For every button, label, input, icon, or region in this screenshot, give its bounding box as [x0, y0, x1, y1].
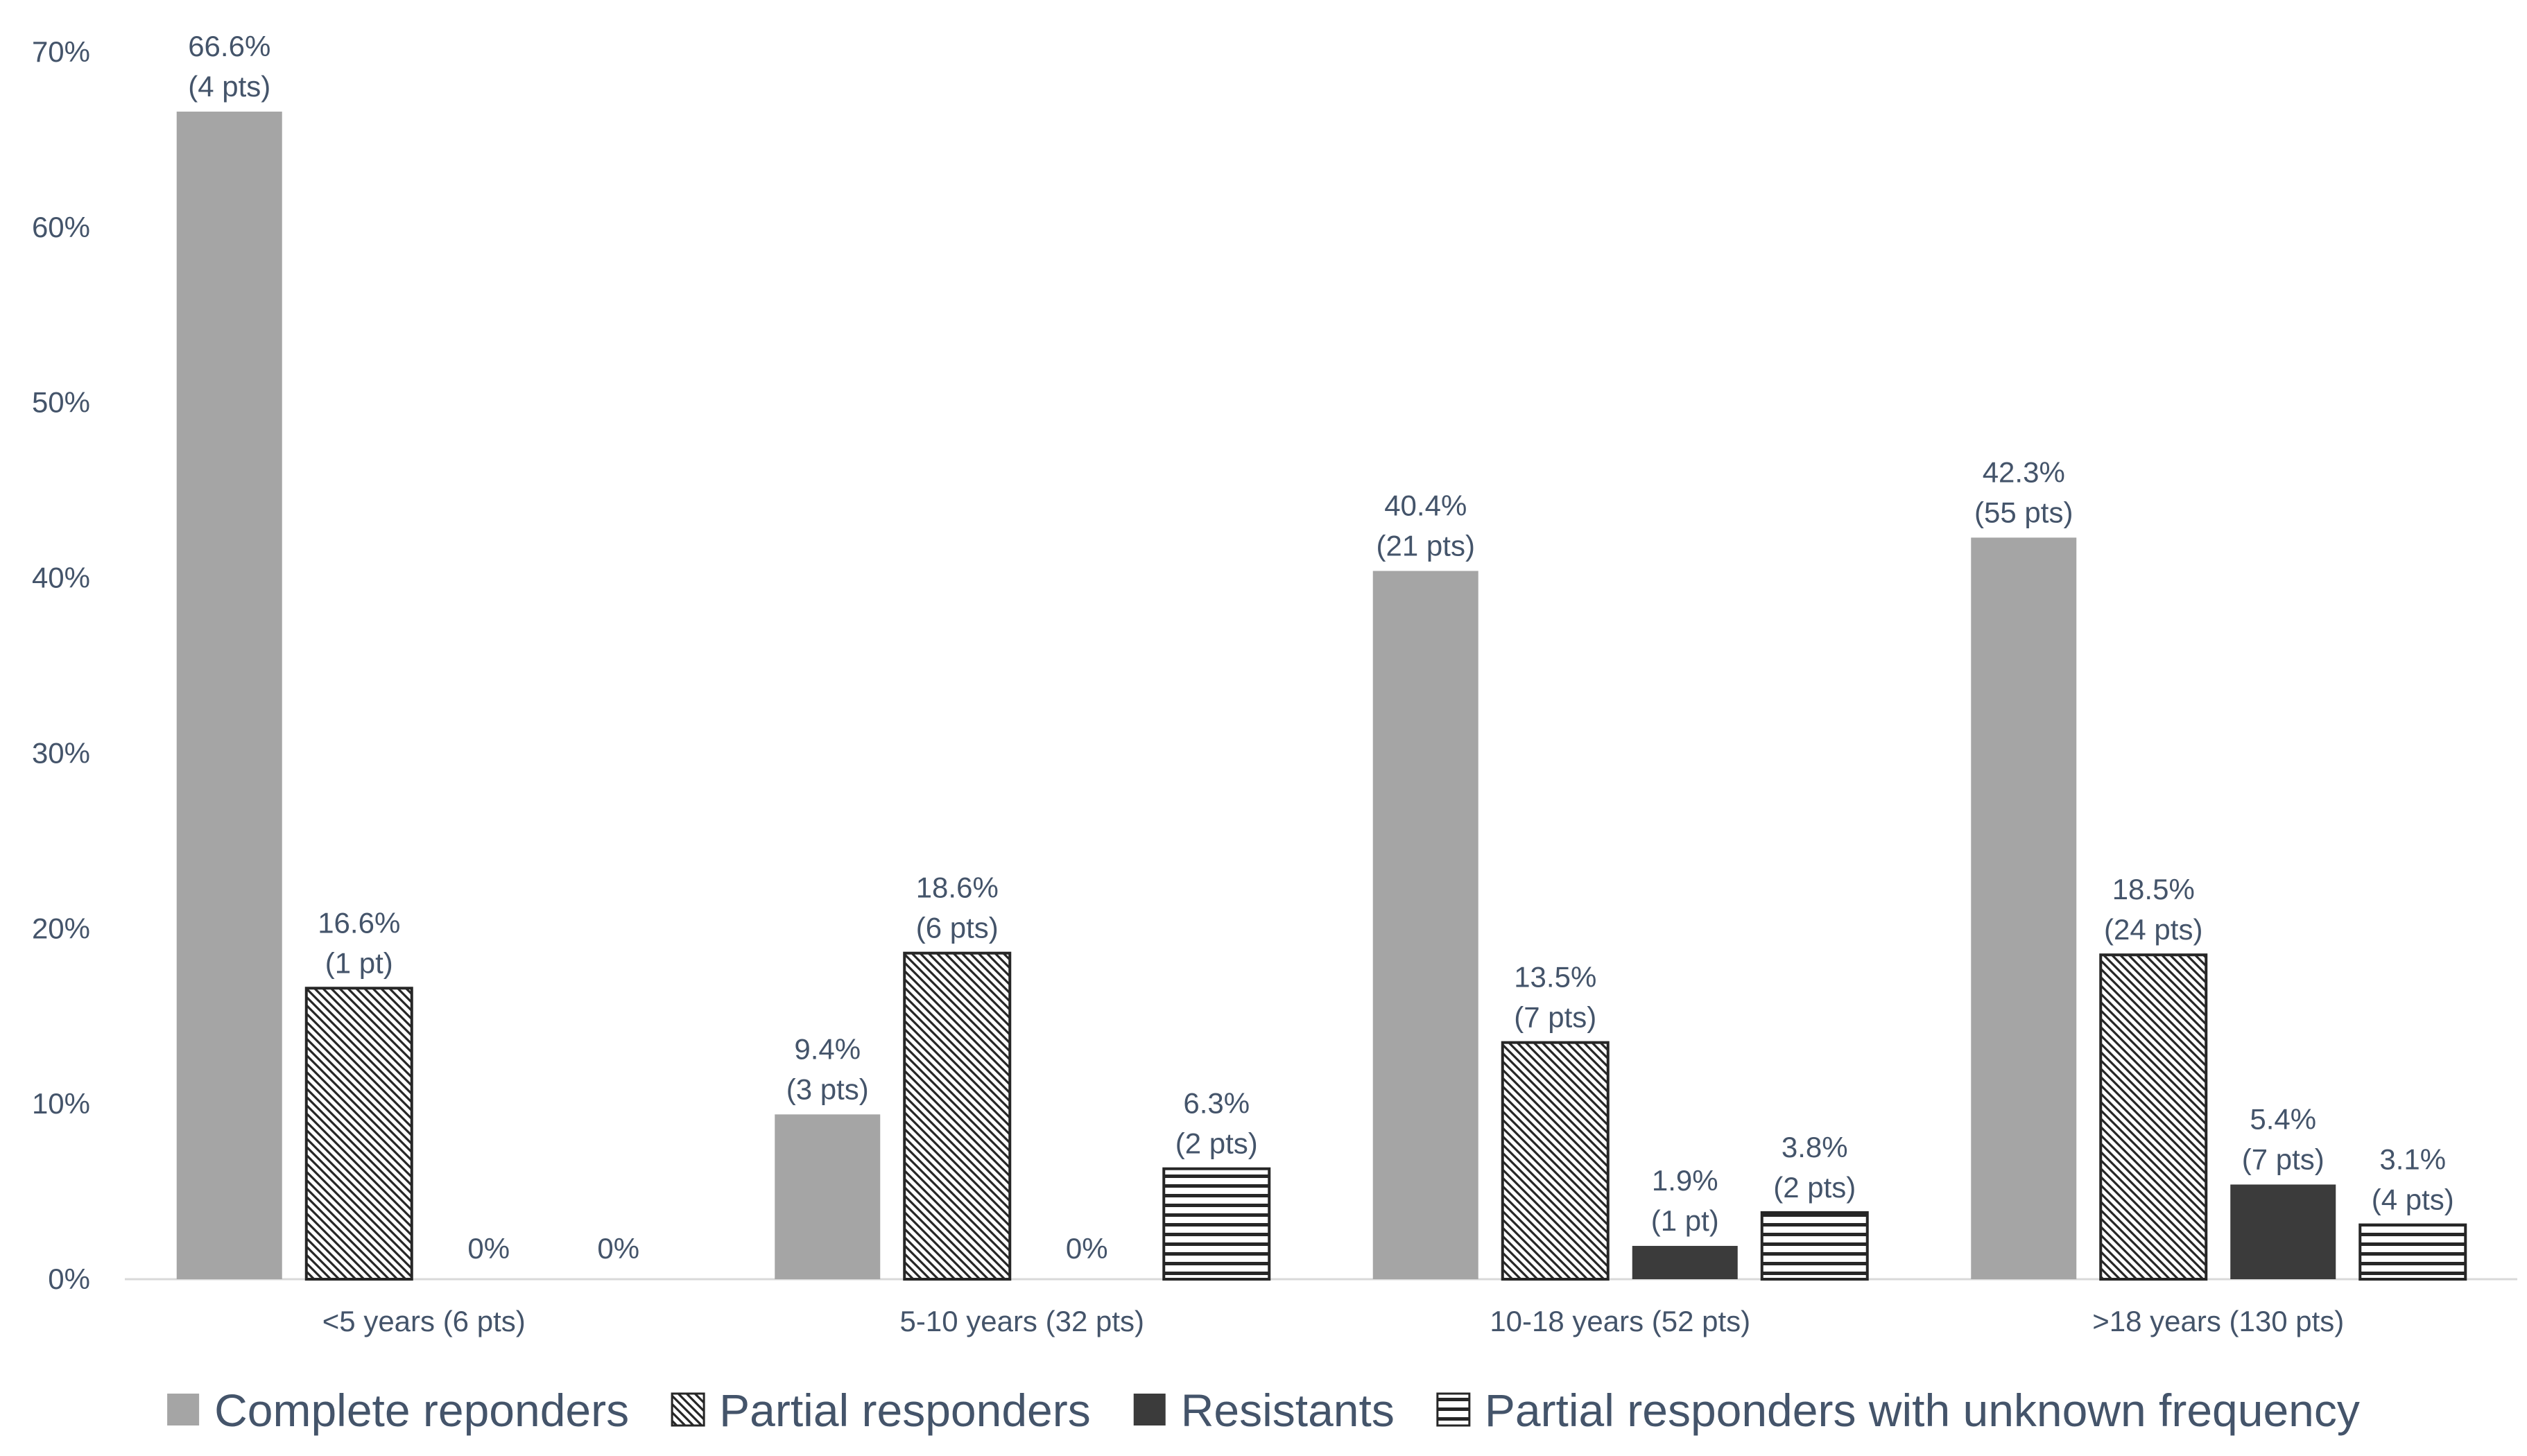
x-tick-label: 5-10 years (32 pts) — [900, 1305, 1145, 1337]
x-tick-label: 10-18 years (52 pts) — [1490, 1305, 1750, 1337]
bar-resistants — [1632, 1245, 1738, 1279]
data-label: (4 pts) — [188, 70, 270, 103]
bars-layer — [176, 111, 2467, 1281]
y-tick-label: 20% — [32, 912, 90, 944]
data-label: 0% — [1066, 1232, 1108, 1265]
bar-partial-responders — [1501, 1041, 1610, 1281]
data-label: 40.4% — [1384, 489, 1467, 521]
data-label: (55 pts) — [1974, 496, 2073, 528]
data-label: 18.5% — [2112, 873, 2195, 905]
y-tick-label: 0% — [48, 1263, 90, 1295]
data-label: (2 pts) — [1773, 1171, 1856, 1204]
bar-partial-responders-with-unknown-frequency — [1760, 1211, 1869, 1281]
bar-complete-reponders — [775, 1114, 881, 1279]
axis-layer: 0% 10% 20% 30% 40% 50% 60% 70% <5 years (6 pts) 5… — [32, 35, 2517, 1337]
data-label: (24 pts) — [2104, 913, 2202, 946]
data-label: 18.6% — [916, 872, 999, 904]
y-tick-label: 60% — [32, 211, 90, 243]
bar-complete-reponders — [1971, 537, 2077, 1279]
data-label: 0% — [467, 1232, 510, 1265]
legend-label: Partial responders with unknown frequenc… — [1485, 1385, 2360, 1436]
x-tick-label: <5 years (6 pts) — [322, 1305, 526, 1337]
y-tick-label: 10% — [32, 1087, 90, 1120]
data-label: (1 pt) — [325, 946, 393, 979]
legend-label: Partial responders — [719, 1385, 1091, 1436]
data-label: (21 pts) — [1377, 529, 1475, 562]
data-label: (6 pts) — [916, 912, 999, 944]
data-label: (3 pts) — [786, 1073, 869, 1105]
y-tick-label: 40% — [32, 562, 90, 594]
data-label: 9.4% — [794, 1032, 861, 1065]
legend-swatch-partial-responders — [671, 1392, 705, 1427]
data-label: (7 pts) — [2242, 1143, 2325, 1175]
data-label: (4 pts) — [2372, 1184, 2454, 1216]
data-labels-layer: 66.6% (4 pts) 16.6% (1 pt) 0% 0% 9.4% (3 pts) 18… — [188, 30, 2454, 1265]
data-label: 66.6% — [188, 30, 270, 62]
data-label: 6.3% — [1183, 1087, 1250, 1120]
bar-complete-reponders — [1372, 571, 1478, 1279]
data-label: 0% — [597, 1232, 639, 1265]
data-label: (7 pts) — [1514, 1001, 1596, 1034]
data-label: 5.4% — [2250, 1102, 2316, 1135]
bar-partial-responders-with-unknown-frequency — [1162, 1167, 1271, 1281]
bar-partial-responders — [2099, 953, 2208, 1281]
legend-label: Resistants — [1181, 1385, 1395, 1436]
data-label: 3.8% — [1782, 1131, 1848, 1163]
data-label: 13.5% — [1514, 961, 1596, 994]
data-label: (1 pt) — [1651, 1204, 1719, 1237]
data-label: 1.9% — [1652, 1164, 1718, 1197]
bar-partial-responders-with-unknown-frequency — [2358, 1223, 2467, 1281]
y-tick-label: 70% — [32, 35, 90, 68]
legend-label: Complete reponders — [214, 1385, 629, 1436]
bar-partial-responders — [903, 951, 1012, 1281]
y-tick-label: 30% — [32, 736, 90, 769]
legend-swatch-partial-responders-with-unknown-frequency — [1436, 1392, 1471, 1427]
data-label: 16.6% — [318, 906, 400, 939]
x-tick-label: >18 years (130 pts) — [2092, 1305, 2344, 1337]
legend-swatch-resistants — [1133, 1394, 1166, 1425]
bar-partial-responders — [304, 987, 413, 1281]
legend-swatch-complete-reponders — [167, 1394, 200, 1425]
legend: Complete reponders Partial responders Resi… — [167, 1385, 2360, 1436]
y-tick-label: 50% — [32, 386, 90, 419]
bar-resistants — [2230, 1184, 2336, 1279]
data-label: 42.3% — [1983, 456, 2065, 488]
bar-complete-reponders — [176, 111, 282, 1279]
data-label: 3.1% — [2379, 1143, 2446, 1176]
data-label: (2 pts) — [1175, 1127, 1258, 1160]
